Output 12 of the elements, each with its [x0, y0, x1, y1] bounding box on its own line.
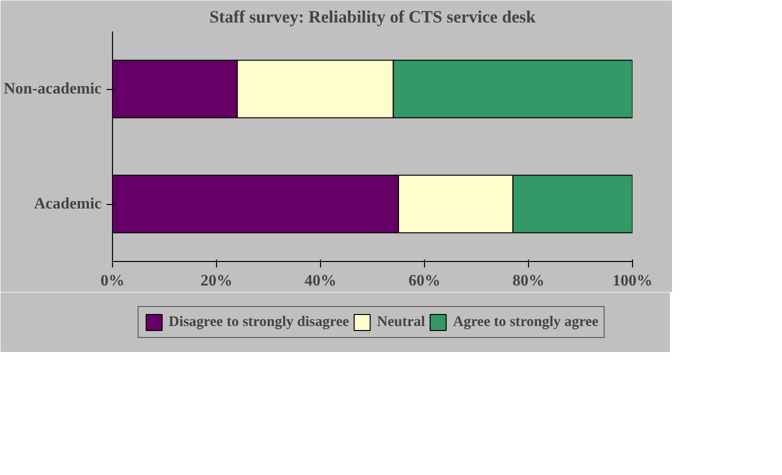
x-tick-label: 100%: [612, 272, 652, 290]
legend-label: Neutral: [377, 314, 426, 330]
legend-label: Agree to strongly agree: [453, 314, 598, 330]
x-tick-label: 80%: [512, 272, 544, 290]
chart-title: Staff survey: Reliability of CTS service desk: [209, 8, 536, 26]
x-tick-label: 40%: [304, 272, 336, 290]
legend-label: Disagree to strongly disagree: [168, 314, 349, 330]
x-tick-label: 20%: [200, 272, 232, 290]
y-tick-label: Non-academic: [4, 80, 102, 98]
x-tick-label: 60%: [408, 272, 440, 290]
y-tick-label: Academic: [34, 196, 102, 212]
x-tick-label: 0%: [100, 272, 124, 290]
